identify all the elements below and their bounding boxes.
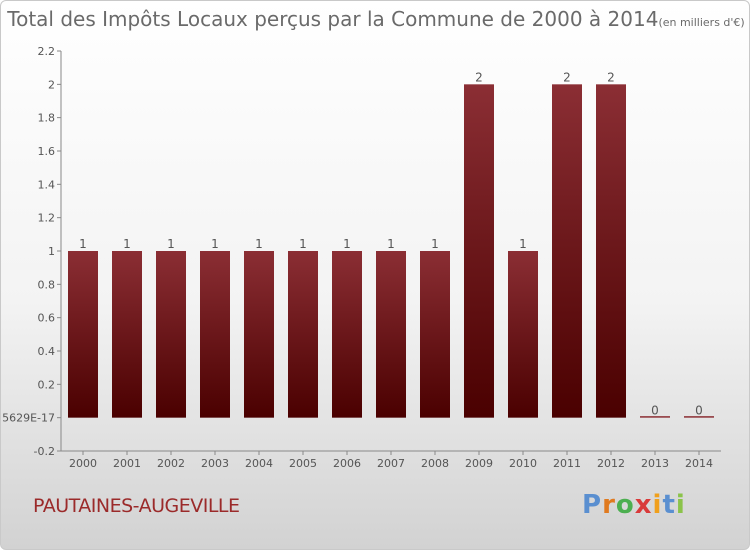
- y-tick-label: 1.6: [38, 145, 56, 158]
- chart-title-unit: (en milliers d'€): [658, 16, 745, 29]
- x-tick-label: 2005: [289, 457, 317, 470]
- bar-value-label: 2: [607, 70, 615, 84]
- bar-value-label: 2: [475, 70, 483, 84]
- y-tick-label: 0.8: [38, 278, 56, 291]
- bar: [288, 251, 318, 418]
- x-tick-label: 2001: [113, 457, 141, 470]
- bar: [596, 84, 626, 418]
- chart-title-main: Total des Impôts Locaux perçus par la Co…: [7, 7, 659, 31]
- y-tick-label: 0.6: [38, 312, 56, 325]
- x-tick-label: 2011: [553, 457, 581, 470]
- bar-value-label: 0: [695, 404, 703, 418]
- bar: [112, 251, 142, 418]
- y-tick-label: 2: [48, 78, 55, 91]
- x-tick-label: 2013: [641, 457, 669, 470]
- bar-value-label: 1: [211, 237, 219, 251]
- x-tick-label: 2008: [421, 457, 449, 470]
- proxiti-logo-letter: r: [602, 490, 616, 520]
- bar: [376, 251, 406, 418]
- proxiti-logo[interactable]: Proxiti: [582, 490, 686, 520]
- proxiti-logo-letter: P: [582, 490, 603, 520]
- x-tick-label: 2012: [597, 457, 625, 470]
- chart-title: Total des Impôts Locaux perçus par la Co…: [1, 7, 749, 31]
- bar: [508, 251, 538, 418]
- proxiti-logo-letter: o: [615, 490, 635, 520]
- bar-value-label: 1: [431, 237, 439, 251]
- bar: [244, 251, 274, 418]
- bar: [156, 251, 186, 418]
- y-tick-label: -0.2: [34, 445, 55, 458]
- commune-name: PAUTAINES-AUGEVILLE: [33, 495, 240, 517]
- bar: [420, 251, 450, 418]
- y-tick-label: 1.2: [38, 212, 56, 225]
- proxiti-logo-letter: i: [652, 490, 663, 520]
- y-tick-label: 0.2: [38, 378, 56, 391]
- bar: [640, 416, 670, 418]
- proxiti-logo-letter: x: [634, 490, 653, 520]
- x-tick-label: 2004: [245, 457, 273, 470]
- x-tick-label: 2000: [69, 457, 97, 470]
- x-tick-label: 2007: [377, 457, 405, 470]
- y-tick-label: -1.5629E-17: [1, 412, 55, 425]
- x-tick-label: 2009: [465, 457, 493, 470]
- y-tick-label: 2.2: [38, 45, 56, 58]
- bar-value-label: 1: [343, 237, 351, 251]
- x-tick-label: 2003: [201, 457, 229, 470]
- x-tick-label: 2002: [157, 457, 185, 470]
- bar-value-label: 1: [167, 237, 175, 251]
- bar-value-label: 1: [123, 237, 131, 251]
- bar: [332, 251, 362, 418]
- bar-value-label: 2: [563, 70, 571, 84]
- bar-value-label: 1: [255, 237, 263, 251]
- bar: [552, 84, 582, 418]
- bar: [68, 251, 98, 418]
- y-tick-label: 1.4: [38, 178, 56, 191]
- bar: [200, 251, 230, 418]
- bar-value-label: 1: [519, 237, 527, 251]
- y-tick-label: 1: [48, 245, 55, 258]
- x-tick-label: 2014: [685, 457, 713, 470]
- x-tick-label: 2006: [333, 457, 361, 470]
- bar-value-label: 0: [651, 404, 659, 418]
- bar-value-label: 1: [299, 237, 307, 251]
- proxiti-logo-letter: t: [662, 490, 676, 520]
- bar: [684, 416, 714, 418]
- x-tick-label: 2010: [509, 457, 537, 470]
- proxiti-logo-letter: i: [675, 490, 686, 520]
- y-tick-label: 0.4: [38, 345, 56, 358]
- bar-value-label: 1: [79, 237, 87, 251]
- bar-value-label: 1: [387, 237, 395, 251]
- bar: [464, 84, 494, 418]
- y-tick-label: 1.8: [38, 112, 56, 125]
